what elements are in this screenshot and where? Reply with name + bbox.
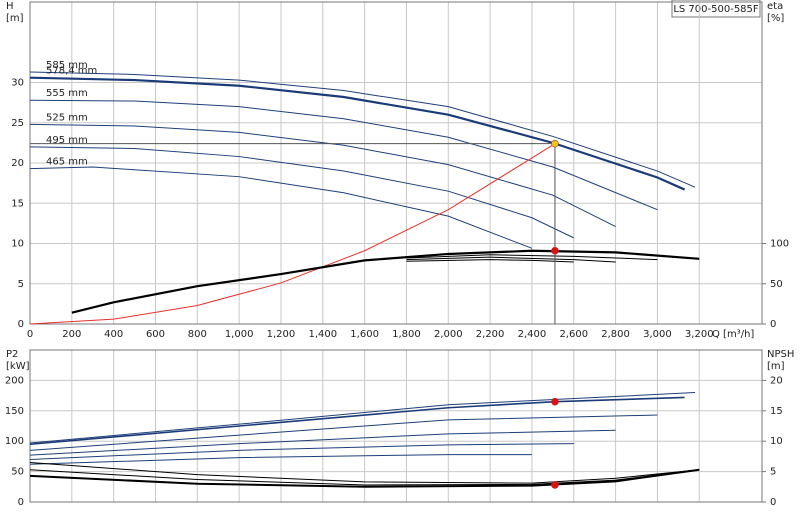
x-axis-title: Q [m³/h]	[712, 329, 754, 340]
plot-frame	[29, 349, 763, 503]
curve	[29, 396, 685, 446]
curve	[29, 414, 658, 451]
y-tick-label: 0	[18, 497, 24, 508]
y2-tick-label: 50	[770, 279, 783, 290]
y-tick-label: 0	[18, 319, 24, 330]
y-tick-label: 20	[11, 158, 24, 169]
x-tick-label: 800	[188, 329, 207, 340]
x-tick-label: 1,400	[308, 329, 337, 340]
x-tick-label: 200	[62, 329, 81, 340]
curve	[406, 256, 616, 263]
y-tick-label: 5	[18, 279, 24, 290]
x-tick-label: 600	[146, 329, 165, 340]
y-tick-label: 200	[5, 375, 24, 386]
x-tick-label: 2,400	[518, 329, 547, 340]
curve	[29, 76, 686, 191]
curve-label: 585 mm	[46, 60, 88, 71]
x-tick-label: 1,000	[225, 329, 254, 340]
y-axis-unit: [kW]	[6, 361, 30, 372]
y-tick-label: 100	[5, 436, 24, 447]
y-tick-label: 150	[5, 406, 24, 417]
x-tick-label: 2,800	[601, 329, 630, 340]
curve	[29, 461, 700, 484]
y-axis-title: P2	[6, 349, 18, 360]
x-tick-label: 2,600	[559, 329, 588, 340]
y-tick-label: 10	[11, 239, 24, 250]
x-tick-label: 400	[104, 329, 123, 340]
y2-axis-unit: [m]	[767, 361, 785, 372]
x-tick-label: 0	[27, 329, 33, 340]
y-tick-label: 25	[11, 118, 24, 129]
y2-tick-label: 0	[770, 319, 776, 330]
y2-tick-label: 5	[770, 467, 776, 478]
pump-model: LS 700-500-585F	[673, 4, 759, 15]
y2-tick-label: 100	[770, 239, 789, 250]
curve	[29, 99, 658, 211]
y2-tick-label: 20	[770, 375, 783, 386]
y-axis-title: H	[6, 1, 14, 12]
operating-point	[551, 481, 559, 489]
y2-tick-label: 10	[770, 436, 783, 447]
curve-label: 525 mm	[46, 112, 88, 123]
y-axis-unit: [m]	[6, 13, 24, 24]
curve	[406, 254, 658, 261]
curve	[29, 146, 574, 239]
curve	[29, 143, 556, 325]
curve-label: 555 mm	[46, 88, 88, 99]
curve	[71, 249, 700, 314]
curve	[29, 469, 700, 486]
curve	[29, 454, 532, 465]
plot-frame	[29, 1, 763, 325]
curve	[29, 429, 616, 456]
operating-point	[551, 139, 559, 148]
y-tick-label: 30	[11, 78, 24, 89]
x-tick-label: 2,200	[476, 329, 505, 340]
label-box	[671, 0, 761, 18]
y2-axis-title: eta	[767, 1, 783, 12]
curve-label: 495 mm	[46, 135, 88, 146]
y-tick-label: 15	[11, 198, 24, 209]
curve	[29, 468, 700, 488]
curve-label: 578,4 mm	[46, 66, 97, 77]
x-tick-label: 1,800	[392, 329, 421, 340]
curve	[29, 71, 696, 188]
x-tick-label: 1,600	[350, 329, 379, 340]
x-tick-label: 3,000	[643, 329, 672, 340]
x-tick-label: 2,000	[434, 329, 463, 340]
x-tick-label: 1,200	[267, 329, 296, 340]
curve-label: 465 mm	[46, 157, 88, 168]
curve	[29, 392, 696, 444]
y2-axis-unit: [%]	[767, 13, 784, 24]
y-tick-label: 50	[11, 467, 24, 478]
curve	[29, 443, 574, 460]
curve	[29, 166, 533, 249]
y2-axis-title: NPSH	[767, 349, 794, 360]
x-tick-label: 3,200	[685, 329, 714, 340]
operating-point	[551, 246, 559, 255]
operating-point	[551, 397, 559, 406]
curve	[406, 259, 574, 263]
y2-tick-label: 15	[770, 406, 783, 417]
y2-tick-label: 0	[770, 497, 776, 508]
curve	[29, 123, 616, 228]
